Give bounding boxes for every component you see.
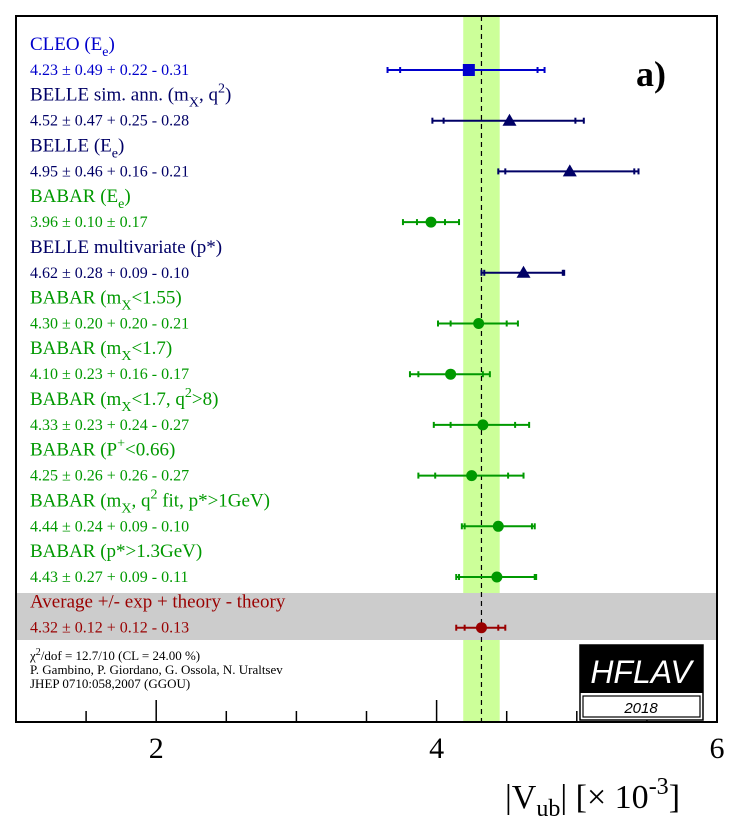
measurement-value: 3.96 ± 0.10 ± 0.17 <box>30 214 148 231</box>
measurement-row: BELLE sim. ann. (mX, q2) 4.52 ± 0.47 + 0.… <box>30 82 585 130</box>
measurement-label: BABAR (mX<1.7, q2>8) <box>30 386 218 415</box>
measurement-label: BABAR (Ee) <box>30 186 131 212</box>
measurement-value: 4.30 ± 0.20 + 0.20 - 0.21 <box>30 316 189 333</box>
measurement-value: 4.52 ± 0.47 + 0.25 - 0.28 <box>30 113 189 130</box>
measurement-row: BELLE multivariate (p*) 4.62 ± 0.28 + 0.0… <box>30 237 566 282</box>
x-axis-ticks: 2 4 6 <box>15 700 725 765</box>
measurement-label: BELLE (Ee) <box>30 135 124 161</box>
measurement-row: BABAR (mX<1.7, q2>8) 4.33 ± 0.23 + 0.24 -… <box>30 386 531 434</box>
data-point-triangle <box>562 164 577 177</box>
measurement-row: BABAR (mX<1.7) 4.10 ± 0.23 + 0.16 - 0.17 <box>30 338 491 383</box>
measurement-value: 4.43 ± 0.27 + 0.09 - 0.11 <box>30 569 189 586</box>
x-tick-label: 2 <box>149 732 164 765</box>
data-point-circle <box>477 419 489 431</box>
footnote-reference: JHEP 0710:058,2007 (GGOU) <box>30 676 190 691</box>
footnote-authors: P. Gambino, P. Giordano, G. Ossola, N. U… <box>30 662 283 677</box>
measurement-value: 4.62 ± 0.28 + 0.09 - 0.10 <box>30 265 189 282</box>
measurement-row: BABAR (Ee) 3.96 ± 0.10 ± 0.17 <box>30 186 461 231</box>
footnote-chi2: χ2/dof = 12.7/10 (CL = 24.00 %) <box>29 647 200 663</box>
data-point-square <box>462 64 475 76</box>
measurement-row: BABAR (P+<0.66) 4.25 ± 0.26 + 0.26 - 0.27 <box>30 437 525 485</box>
hflav-logo: HFLAV 2018 <box>579 644 704 721</box>
measurement-value: 4.32 ± 0.12 + 0.12 - 0.13 <box>30 620 189 637</box>
data-point-circle <box>445 368 457 380</box>
measurement-label: CLEO (Ee) <box>30 34 115 60</box>
data-point-circle <box>491 571 503 583</box>
data-point-circle <box>492 520 504 532</box>
footnote: χ2/dof = 12.7/10 (CL = 24.00 %)P. Gambin… <box>29 647 283 691</box>
measurement-value: 4.44 ± 0.24 + 0.09 - 0.10 <box>30 518 189 535</box>
measurement-label: BELLE multivariate (p*) <box>30 237 222 258</box>
logo-year-box <box>582 695 701 718</box>
x-tick-label: 6 <box>710 732 725 765</box>
logo-dark-block <box>580 645 703 693</box>
data-point-triangle <box>502 113 517 126</box>
measurement-value: 4.10 ± 0.23 + 0.16 - 0.17 <box>30 366 189 383</box>
data-point-circle <box>475 622 487 634</box>
data-point-circle <box>473 318 485 329</box>
measurement-label: BABAR (mX<1.55) <box>30 288 182 314</box>
panel-label: a) <box>636 54 666 94</box>
measurement-label: BABAR (p*>1.3GeV) <box>30 541 202 562</box>
logo-text: HFLAV <box>590 654 694 690</box>
measurement-row: CLEO (Ee) 4.23 ± 0.49 + 0.22 - 0.31 <box>30 34 546 79</box>
measurement-rows: CLEO (Ee) 4.23 ± 0.49 + 0.22 - 0.31 BELLE … <box>30 34 640 637</box>
measurement-value: 4.95 ± 0.46 + 0.16 - 0.21 <box>30 163 189 180</box>
measurement-label: BELLE sim. ann. (mX, q2) <box>30 82 231 111</box>
measurement-label: BABAR (P+<0.66) <box>30 437 175 461</box>
measurement-row: BABAR (p*>1.3GeV) 4.43 ± 0.27 + 0.09 - 0.… <box>30 541 538 586</box>
x-tick-label: 4 <box>429 732 444 765</box>
average-row: Average +/- exp + theory - theory 4.32 ± … <box>30 592 507 637</box>
data-point-circle <box>466 470 478 482</box>
data-point-circle <box>425 216 437 228</box>
x-axis-title: |Vub| [× 10-3] <box>505 774 680 822</box>
logo-year: 2018 <box>623 700 658 717</box>
measurement-row: BABAR (mX, q2 fit, p*>1GeV) 4.44 ± 0.24 +… <box>30 487 536 535</box>
measurement-value: 4.23 ± 0.49 + 0.22 - 0.31 <box>30 62 189 79</box>
measurement-label: BABAR (mX<1.7) <box>30 338 172 364</box>
measurement-value: 4.25 ± 0.26 + 0.26 - 0.27 <box>30 468 189 485</box>
measurement-row: BELLE (Ee) 4.95 ± 0.46 + 0.16 - 0.21 <box>30 135 640 180</box>
measurement-label: Average +/- exp + theory - theory <box>30 592 286 613</box>
measurement-value: 4.33 ± 0.23 + 0.24 - 0.27 <box>30 417 189 434</box>
data-point-triangle <box>516 265 531 278</box>
average-row-background <box>16 593 717 640</box>
measurement-row: BABAR (mX<1.55) 4.30 ± 0.20 + 0.20 - 0.21 <box>30 288 519 333</box>
measurement-label: BABAR (mX, q2 fit, p*>1GeV) <box>30 487 270 516</box>
